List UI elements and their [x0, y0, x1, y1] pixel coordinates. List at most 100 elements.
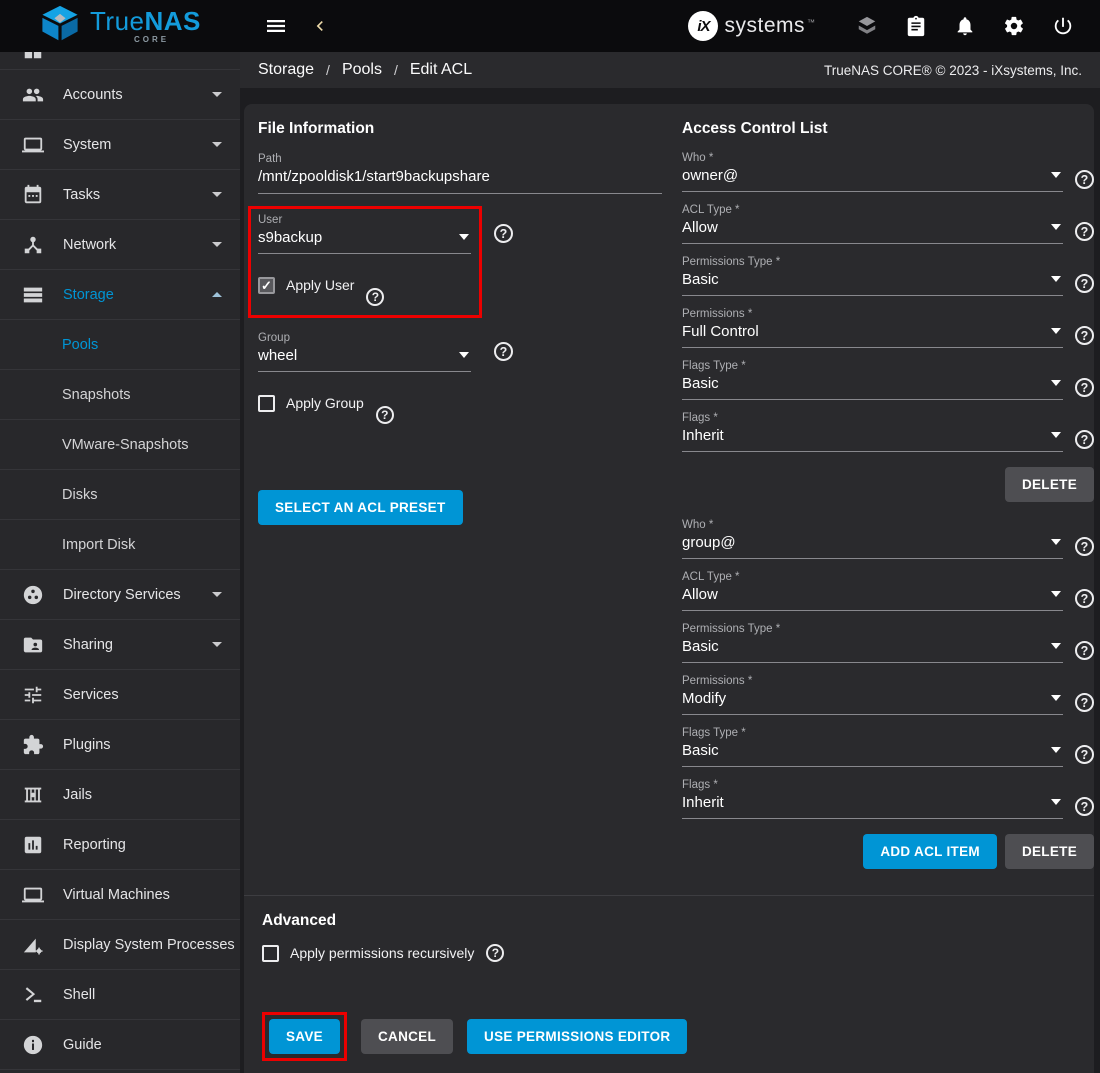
sidebar-item-shell[interactable]: Shell	[0, 970, 240, 1020]
help-icon[interactable]	[1075, 537, 1094, 556]
use-permissions-editor-button[interactable]: USE PERMISSIONS EDITOR	[467, 1019, 688, 1054]
dropdown-arrow-icon	[459, 351, 469, 358]
help-icon[interactable]	[1075, 326, 1094, 345]
apply-group-row: Apply Group	[258, 382, 471, 424]
delete-button[interactable]: DELETE	[1004, 834, 1094, 869]
help-icon[interactable]	[1075, 641, 1094, 660]
breadcrumb-item-edit-acl[interactable]: Edit ACL	[409, 61, 473, 78]
sidebar-item-services[interactable]: Services	[0, 670, 240, 720]
dropdown-arrow-icon	[1051, 538, 1061, 545]
sidebar-item-jails[interactable]: Jails	[0, 770, 240, 820]
group-help-icon[interactable]	[494, 342, 513, 361]
delete-button[interactable]: DELETE	[1004, 467, 1094, 502]
tasks-clipboard-icon[interactable]	[905, 15, 927, 37]
select-acl-type[interactable]: Allow	[682, 219, 1063, 244]
path-input[interactable]: /mnt/zpooldisk1/start9backupshare	[258, 168, 662, 194]
sidebar-item-sharing[interactable]: Sharing	[0, 620, 240, 670]
apply-recursively-checkbox[interactable]	[262, 944, 279, 962]
sidebar-item-storage[interactable]: Storage	[0, 270, 240, 320]
apply-user-label: Apply User	[286, 277, 355, 293]
sidebar-item-guide[interactable]: Guide	[0, 1020, 240, 1070]
group-select[interactable]: wheel	[258, 347, 471, 372]
select-permissions-type[interactable]: Basic	[682, 271, 1063, 296]
sidebar-item-pools[interactable]: Pools	[0, 320, 240, 370]
select-acl-type[interactable]: Allow	[682, 586, 1063, 611]
cancel-button[interactable]: CANCEL	[360, 1019, 454, 1054]
sidebar-item-directory-services[interactable]: Directory Services	[0, 570, 240, 620]
sidebar-item-snapshots[interactable]: Snapshots	[0, 370, 240, 420]
help-icon[interactable]	[1075, 378, 1094, 397]
help-icon[interactable]	[1075, 745, 1094, 764]
group-field-box: Group wheel Apply Group	[248, 324, 482, 436]
help-icon[interactable]	[1075, 222, 1094, 241]
truenas-logo[interactable]: TrueNAS CORE	[0, 5, 240, 47]
sidebar-item-plugins[interactable]: Plugins	[0, 720, 240, 770]
notifications-bell-icon[interactable]	[954, 15, 976, 37]
select-permissions-type[interactable]: Basic	[682, 638, 1063, 663]
dropdown-arrow-icon	[1051, 275, 1061, 282]
help-icon[interactable]	[1075, 274, 1094, 293]
power-icon[interactable]	[1052, 15, 1074, 37]
help-icon[interactable]	[1075, 430, 1094, 449]
shell-icon	[22, 984, 44, 1006]
services-icon	[22, 684, 44, 706]
header-actions: iX systems ™	[688, 11, 1100, 41]
select-flags[interactable]: Inherit	[682, 427, 1063, 452]
sidebar-item-display-system-processes[interactable]: Display System Processes	[0, 920, 240, 970]
sidebar-item-import-disk[interactable]: Import Disk	[0, 520, 240, 570]
group-field: Group wheel	[258, 332, 471, 372]
sidebar-item-label: Pools	[62, 336, 99, 353]
acl-field-permissions: Permissions * Full Control	[682, 308, 1094, 348]
sidebar-item-label: Network	[63, 236, 117, 253]
hamburger-icon[interactable]	[264, 14, 288, 38]
collapse-sidenav-icon[interactable]	[310, 16, 330, 36]
select-flags-type[interactable]: Basic	[682, 742, 1063, 767]
sidebar-item-label: Reporting	[63, 836, 126, 853]
user-select[interactable]: s9backup	[258, 229, 471, 254]
apply-recursively-help-icon[interactable]	[486, 944, 505, 962]
select-flags[interactable]: Inherit	[682, 794, 1063, 819]
add-acl-item-button[interactable]: ADD ACL ITEM	[863, 834, 997, 869]
sidebar-item-disks[interactable]: Disks	[0, 470, 240, 520]
chevron-up-icon	[212, 292, 222, 297]
help-icon[interactable]	[1075, 797, 1094, 816]
path-label: Path	[258, 153, 282, 165]
sidebar-item-vmware-snapshots[interactable]: VMware-Snapshots	[0, 420, 240, 470]
acl-entry: Who * owner@ ACL Type * Allow Permissions Ty…	[682, 152, 1094, 502]
save-button[interactable]: SAVE	[269, 1019, 340, 1054]
help-icon[interactable]	[1075, 170, 1094, 189]
apply-group-help-icon[interactable]	[375, 406, 394, 424]
sidebar-item-accounts[interactable]: Accounts	[0, 70, 240, 120]
sidebar-item-label: Guide	[63, 1036, 102, 1053]
field-value: Modify	[682, 690, 727, 707]
select-permissions[interactable]: Full Control	[682, 323, 1063, 348]
sidebar-item-network[interactable]: Network	[0, 220, 240, 270]
field-label: Flags Type *	[682, 727, 746, 739]
select-who[interactable]: owner@	[682, 167, 1063, 192]
breadcrumb-item-pools[interactable]: Pools	[341, 61, 382, 78]
user-annotation-box: User s9backup Apply User	[248, 206, 482, 318]
settings-gear-icon[interactable]	[1003, 15, 1025, 37]
help-icon[interactable]	[1075, 589, 1094, 608]
apply-user-checkbox[interactable]	[258, 276, 275, 294]
acl-field-flags-type: Flags Type * Basic	[682, 360, 1094, 400]
chevron-down-icon	[212, 642, 222, 647]
truecommand-icon[interactable]	[856, 15, 878, 37]
sidebar-item-reporting[interactable]: Reporting	[0, 820, 240, 870]
apply-user-help-icon[interactable]	[366, 288, 385, 306]
annotation-box: SAVE	[262, 1012, 347, 1061]
select-flags-type[interactable]: Basic	[682, 375, 1063, 400]
select-permissions[interactable]: Modify	[682, 690, 1063, 715]
apply-group-checkbox[interactable]	[258, 394, 275, 412]
sidebar-item-system[interactable]: System	[0, 120, 240, 170]
sidebar-item-label: Accounts	[63, 86, 123, 103]
sidebar-item-virtual-machines[interactable]: Virtual Machines	[0, 870, 240, 920]
select-who[interactable]: group@	[682, 534, 1063, 559]
sidebar-item-tasks[interactable]: Tasks	[0, 170, 240, 220]
breadcrumb-item-storage[interactable]: Storage	[258, 61, 315, 78]
select-acl-preset-button[interactable]: SELECT AN ACL PRESET	[258, 490, 463, 525]
user-help-icon[interactable]	[494, 224, 513, 243]
help-icon[interactable]	[1075, 693, 1094, 712]
dropdown-arrow-icon	[1051, 642, 1061, 649]
sidebar-item-dashboard[interactable]	[0, 52, 240, 70]
